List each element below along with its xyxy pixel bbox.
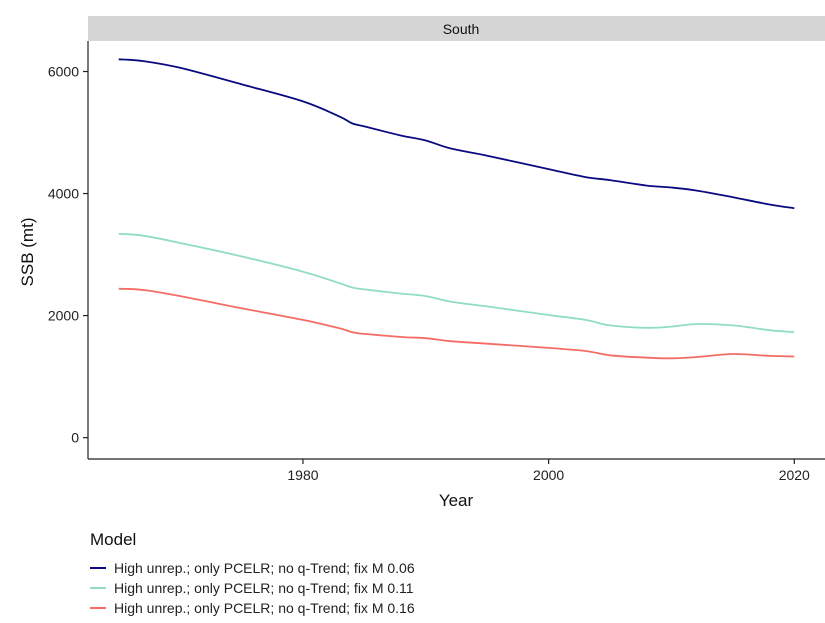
facet-strip (88, 16, 825, 41)
legend-item-1: High unrep.; only PCELR; no q-Trend; fix… (90, 558, 415, 578)
x-tick-label: 1980 (287, 467, 318, 483)
y-tick-label: 2000 (48, 308, 79, 324)
legend-key (90, 587, 106, 589)
series-line-1 (118, 58, 795, 210)
legend-key (90, 567, 106, 569)
y-axis-title: SSB (mt) (18, 218, 37, 287)
y-ticks: 0 2000 4000 6000 (48, 64, 88, 446)
facet-label: South (443, 21, 480, 37)
legend-label: High unrep.; only PCELR; no q-Trend; fix… (114, 560, 415, 576)
series-line-2 (118, 232, 795, 333)
x-ticks: 1980 2000 2020 (287, 459, 810, 483)
x-tick-label: 2000 (533, 467, 564, 483)
legend: Model High unrep.; only PCELR; no q-Tren… (90, 530, 415, 618)
legend-label: High unrep.; only PCELR; no q-Trend; fix… (114, 580, 414, 596)
y-tick-label: 4000 (48, 186, 79, 202)
legend-title: Model (90, 530, 137, 549)
legend-item-2: High unrep.; only PCELR; no q-Trend; fix… (90, 578, 415, 598)
series-line-3 (118, 287, 795, 360)
series-layer (118, 58, 795, 360)
chart-canvas: South 1980 2000 2020 0 2000 4000 6000 Year SS… (18, 16, 825, 510)
legend-item-3: High unrep.; only PCELR; no q-Trend; fix… (90, 598, 415, 618)
x-tick-label: 2020 (779, 467, 810, 483)
y-tick-label: 6000 (48, 64, 79, 80)
legend-key (90, 607, 106, 609)
legend-items: High unrep.; only PCELR; no q-Trend; fix… (90, 558, 415, 618)
y-tick-label: 0 (71, 430, 79, 446)
x-axis-title: Year (439, 491, 474, 510)
legend-label: High unrep.; only PCELR; no q-Trend; fix… (114, 600, 415, 616)
